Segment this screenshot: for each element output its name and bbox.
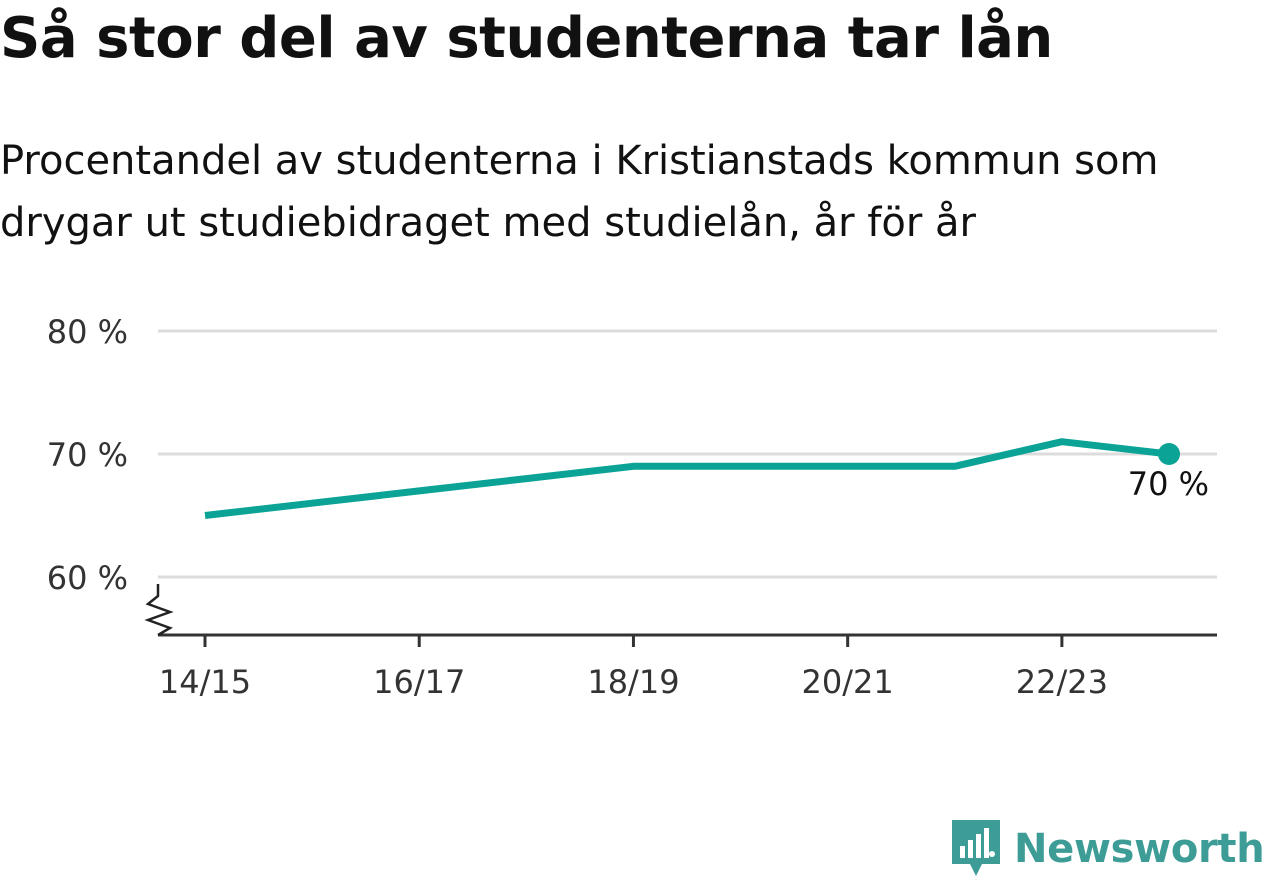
end-value-label: 70 % [1128,465,1209,503]
y-tick-label-80: 80 % [47,313,128,351]
subtitle-line-1: Procentandel av studenterna i Kristianst… [0,138,1159,184]
logo-text: Newsworthy [1014,826,1262,872]
y-tick-label-60: 60 % [47,559,128,597]
chart-title: Så stor del av studenterna tar lån [0,6,1053,71]
subtitle-line-2: drygar ut studiebidraget med studielån, … [0,200,976,246]
x-tick-label-20-21: 20/21 [802,663,894,701]
series-end-point [1158,443,1180,465]
x-tick-label-18-19: 18/19 [587,663,679,701]
chart-subtitle: Procentandel av studenterna i Kristianst… [0,130,1262,254]
newsworthy-chart-icon [952,820,1000,876]
newsworthy-logo: Newsworthy [952,820,1262,878]
x-tick-label-22-23: 22/23 [1016,663,1108,701]
axis-break-icon [144,584,174,637]
series-line-0 [204,438,1170,519]
x-tick-label-16-17: 16/17 [373,663,465,701]
y-tick-label-70: 70 % [47,436,128,474]
x-tick-label-14-15: 14/15 [159,663,251,701]
